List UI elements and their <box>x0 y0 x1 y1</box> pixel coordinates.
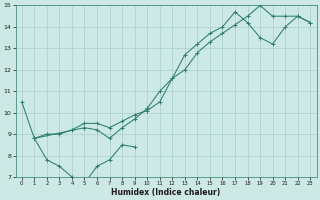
X-axis label: Humidex (Indice chaleur): Humidex (Indice chaleur) <box>111 188 221 197</box>
